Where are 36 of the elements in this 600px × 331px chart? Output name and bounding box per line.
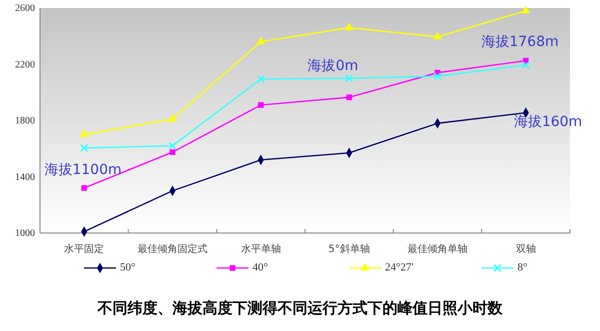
point	[258, 102, 264, 108]
point	[345, 74, 354, 82]
x-tick-label: 最佳倾角单轴	[408, 243, 468, 256]
point	[256, 36, 266, 44]
y-tick-label: 2600	[15, 3, 35, 14]
legend-label: 50°	[120, 262, 136, 274]
x-tick-label: 最佳倾角固定式	[138, 243, 208, 256]
legend-label: 24°27′	[385, 262, 414, 274]
x-tick-label: 双轴	[516, 243, 536, 256]
annotation: 海拔0m	[308, 58, 358, 74]
x-tick-label: 水平单轴	[240, 243, 281, 256]
point	[168, 114, 177, 122]
point	[80, 130, 88, 138]
point	[170, 149, 176, 155]
point	[344, 22, 354, 30]
y-tick-label: 1400	[15, 172, 35, 183]
legend-label: 8°	[518, 262, 528, 274]
point	[433, 32, 442, 40]
annotation: 海拔1768m	[481, 34, 559, 50]
y-tick-label: 2200	[15, 59, 35, 70]
point	[256, 74, 265, 84]
legend-label: 40°	[252, 262, 268, 274]
point	[522, 60, 530, 69]
point	[346, 94, 352, 100]
x-tick-label: 水平固定	[64, 243, 104, 256]
point	[522, 6, 530, 14]
point	[433, 72, 442, 80]
point	[168, 142, 177, 150]
x-tick-label: 5°斜单轴	[328, 243, 370, 256]
text: 不同纬度、海拔高度下测得不同运行方式下的峰值日照小时数	[96, 299, 504, 317]
y-tick-label: 1800	[15, 116, 35, 127]
point	[80, 144, 88, 152]
point	[81, 185, 87, 191]
y-tick-label: 1000	[15, 228, 35, 240]
annotation: 海拔160m	[514, 114, 582, 130]
annotation: 海拔1100m	[44, 162, 122, 178]
